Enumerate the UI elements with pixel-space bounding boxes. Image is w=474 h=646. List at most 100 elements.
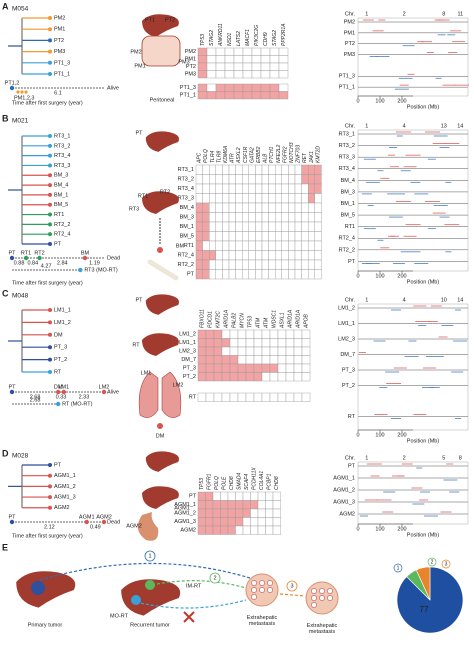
mutation-cell — [195, 164, 203, 175]
mutation-cell — [215, 70, 226, 79]
mutation-cell — [197, 47, 208, 56]
mutation-cell — [257, 517, 266, 527]
sample-label: RT3_3 — [178, 196, 194, 202]
mutation-cell — [301, 329, 311, 339]
mutation-cell — [205, 355, 215, 365]
mutation-cell — [222, 193, 230, 204]
mutation-cell — [215, 164, 223, 175]
mutation-cell — [245, 363, 255, 373]
gene-label: ALB — [263, 153, 269, 164]
mutation-cell — [308, 231, 316, 242]
interval-label: 2.12 — [44, 524, 55, 530]
mutation-cell — [260, 62, 271, 71]
cnv-sample-label: RT — [348, 414, 356, 420]
tree-node — [48, 484, 52, 489]
tree-node — [48, 370, 52, 374]
organ-label: DM — [156, 433, 165, 439]
cnv-sample-label: RT3_2 — [339, 143, 355, 149]
cnv-sample-label: BM_4 — [341, 178, 355, 184]
gene-label: NFE2L2 — [276, 144, 282, 163]
tree-node — [48, 320, 52, 325]
mutation-cell — [197, 355, 207, 365]
mutation-cell — [242, 91, 253, 100]
gene-label: PIK3C2G — [254, 25, 260, 46]
mutation-cell — [228, 212, 236, 223]
mutation-cell — [205, 525, 214, 535]
mutation-cell — [213, 346, 223, 356]
time-axis-label: Time after first surgery (year) — [12, 100, 83, 106]
mutation-cell — [250, 508, 259, 518]
cell — [251, 594, 257, 600]
chr-label: Chr. — [345, 455, 356, 461]
mutation-cell — [202, 221, 210, 232]
mutation-cell — [269, 329, 279, 339]
mutation-cell — [277, 363, 287, 373]
mutation-cell — [265, 500, 274, 510]
chr-number: 1 — [365, 123, 368, 129]
mutation-cell — [197, 500, 206, 510]
mutation-cell — [248, 240, 256, 251]
chr-label: Chr. — [345, 11, 356, 17]
mutation-cell — [275, 269, 283, 280]
mutation-cell — [205, 491, 214, 501]
organ-label: PT — [135, 297, 143, 303]
mutation-cell — [308, 269, 316, 280]
mutation-cell — [245, 346, 255, 356]
mutation-cell — [215, 231, 223, 242]
mutation-cell — [197, 329, 207, 339]
cnv-sample-label: RT2_4 — [339, 236, 355, 242]
sample-label: AGM1_2 — [174, 511, 196, 517]
mutation-cell — [260, 83, 271, 92]
sample-label: RT2_4 — [178, 253, 194, 259]
mutation-cell — [197, 55, 208, 64]
cell — [267, 580, 273, 586]
mutation-cell — [208, 269, 216, 280]
mutation-cell — [242, 525, 251, 535]
mutation-cell — [275, 240, 283, 251]
mutation-cell — [212, 500, 221, 510]
tree-node — [48, 232, 52, 237]
cell — [319, 595, 325, 601]
mutation-cell — [220, 491, 229, 501]
mutation-cell — [261, 346, 271, 356]
mutation-cell — [241, 202, 249, 213]
mutation-cell — [215, 183, 223, 194]
mutation-cell — [197, 525, 206, 535]
mutation-cell — [228, 174, 236, 185]
mutation-cell — [205, 508, 214, 518]
mutation-cell — [288, 174, 296, 185]
mutation-cell — [215, 269, 223, 280]
mutation-cell — [288, 240, 296, 251]
mutation-cell — [275, 202, 283, 213]
sample-label: PT — [187, 272, 195, 278]
mutation-cell — [255, 221, 263, 232]
mutation-cell — [251, 91, 262, 100]
mutation-cell — [275, 183, 283, 194]
mutation-cell — [288, 221, 296, 232]
mutation-cell — [268, 174, 276, 185]
mutation-cell — [213, 338, 223, 348]
mutation-cell — [233, 55, 244, 64]
sample-label: AGM1_1 — [174, 502, 196, 508]
mutation-cell — [314, 259, 322, 270]
mutation-cell — [269, 372, 279, 382]
cell — [267, 587, 273, 593]
route-number: 2 — [213, 575, 216, 581]
tree-leaf-label: BM_4 — [54, 183, 68, 189]
event-dot — [84, 519, 89, 525]
mutation-cell — [301, 212, 309, 223]
mutation-cell — [222, 164, 230, 175]
mutation-cell — [197, 91, 208, 100]
mutation-cell — [229, 338, 239, 348]
mutation-cell — [294, 231, 302, 242]
mutation-cell — [268, 212, 276, 223]
mutation-cell — [208, 259, 216, 270]
cnv-sample-label: AGM2 — [339, 511, 355, 517]
mutation-cell — [212, 491, 221, 501]
mutation-cell — [251, 55, 262, 64]
mutation-cell — [235, 250, 243, 261]
mutation-cell — [224, 70, 235, 79]
mutation-cell — [268, 259, 276, 270]
mutation-cell — [202, 174, 210, 185]
mutation-cell — [281, 231, 289, 242]
